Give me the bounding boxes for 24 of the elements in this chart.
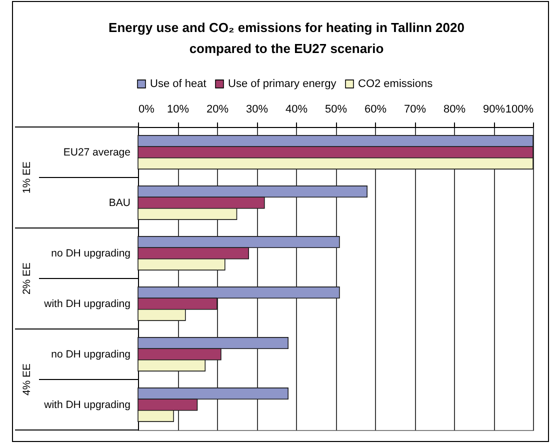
x-tick-label: 80%	[443, 104, 466, 116]
legend-label: CO2 emissions	[358, 78, 434, 90]
text: 4% EE	[21, 363, 33, 396]
x-tick-label: 60%	[364, 104, 387, 116]
x-tick-label: 100%	[505, 104, 534, 116]
legend-label: Use of primary energy	[228, 78, 337, 90]
chart-title: Energy use and CO₂ emissions for heating in Tallinn 2020 compared to the EU27 scenario	[108, 20, 464, 56]
x-tick-label: 0%	[138, 104, 155, 116]
y-tick-label: with DH upgrading	[43, 398, 131, 411]
y-tick-label: no DH upgrading	[51, 348, 131, 360]
x-tick-label: 50%	[324, 104, 348, 116]
x-tick-label: 10%	[166, 104, 190, 116]
y-tick-label: no DH upgrading	[51, 247, 131, 260]
x-tick-label: 20%	[206, 104, 229, 116]
x-tick-label: 30%	[246, 104, 268, 116]
y-tick-label: BAU	[108, 196, 130, 209]
x-tick-label: 90%	[482, 104, 506, 116]
y-tick-label: with DH upgrading	[43, 298, 131, 310]
text: 2% EE	[21, 262, 33, 295]
x-tick-label: 40%	[285, 104, 308, 116]
x-tick-label: 70%	[404, 104, 426, 116]
text: 1% EE	[21, 161, 33, 194]
legend-label: Use of heat	[150, 78, 206, 90]
y-tick-label: EU27 average	[63, 146, 131, 158]
